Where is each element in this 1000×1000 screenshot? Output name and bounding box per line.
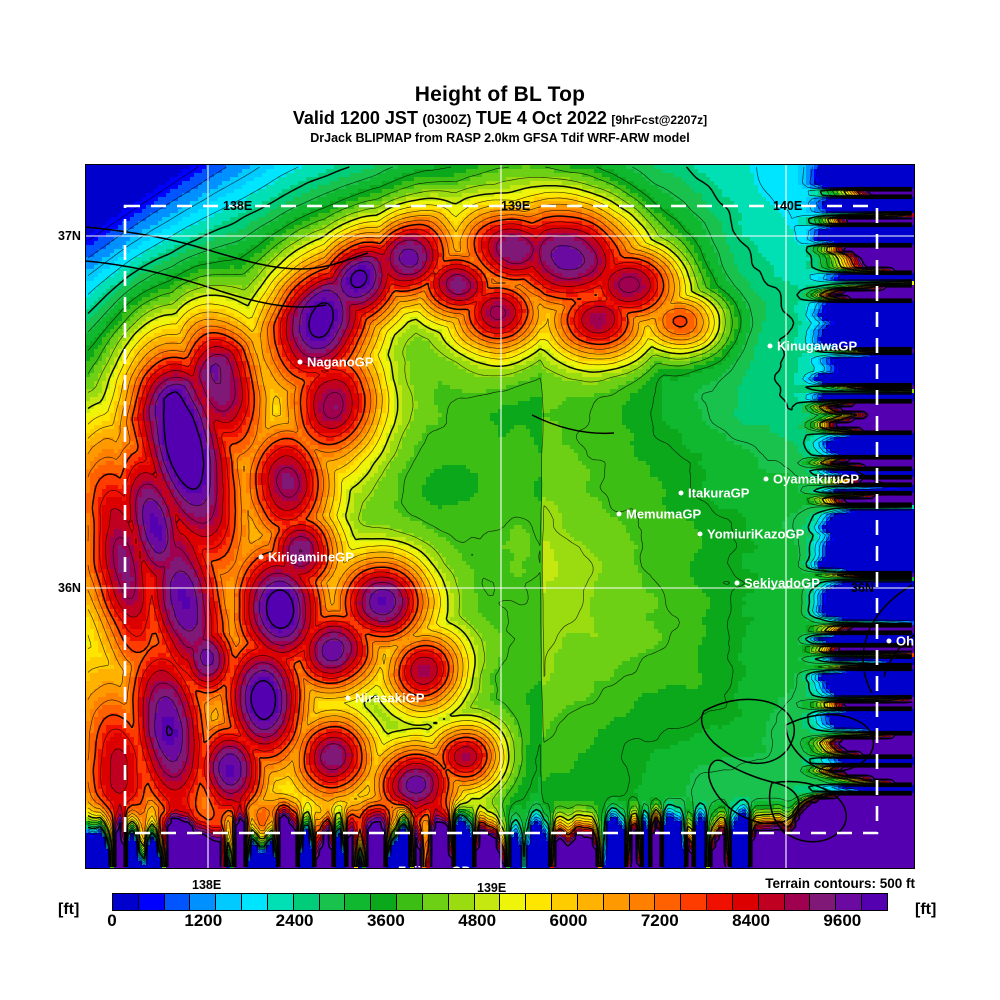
- colorbar-tick-label: 3600: [367, 911, 405, 931]
- colorbar-segment: [216, 894, 242, 910]
- colorbar-unit-left: [ft]: [58, 901, 79, 919]
- colorbar-segment: [526, 894, 552, 910]
- colorbar-segment: [810, 894, 836, 910]
- colorbar-segment: [242, 894, 268, 910]
- lat-label-36n-right: 36N: [851, 581, 874, 595]
- colorbar-segment: [500, 894, 526, 910]
- map-canvas[interactable]: 138E 139E 140E NaganoGP KinugawaGP Oyamaki…: [85, 164, 915, 869]
- station-dot-icon: [389, 869, 394, 870]
- colorbar-segment: [139, 894, 165, 910]
- colorbar-segment: [449, 894, 475, 910]
- page-title: Height of BL Top: [0, 84, 1000, 106]
- colorbar-tick-label: 0: [107, 911, 116, 931]
- colorbar-segment: [759, 894, 785, 910]
- colorbar-segment: [578, 894, 604, 910]
- colorbar-segment: [345, 894, 371, 910]
- colorbar-tick-label: 8400: [732, 911, 770, 931]
- colorbar-tick-label: 4800: [458, 911, 496, 931]
- model-source: DrJack BLIPMAP from RASP 2.0km GFSA Tdif…: [0, 131, 1000, 145]
- lon-label-140e-top: 140E: [773, 199, 802, 213]
- colorbar-segment: [190, 894, 216, 910]
- colorbar-segment: [785, 894, 811, 910]
- colorbar-tick-label: 1200: [184, 911, 222, 931]
- colorbar-segment: [268, 894, 294, 910]
- colorbar-segment: [707, 894, 733, 910]
- lon-label-138e-top: 138E: [223, 199, 252, 213]
- colorbar-segment: [836, 894, 862, 910]
- lat-label-37n-left: 37N: [58, 229, 81, 243]
- colorbar-segment: [655, 894, 681, 910]
- lon-label-138e-bottom: 138E: [192, 878, 221, 892]
- colorbar-segment: [294, 894, 320, 910]
- bl-top-heatmap: [86, 165, 914, 868]
- colorbar-unit-right: [ft]: [915, 901, 936, 919]
- valid-utc: (0300Z): [422, 111, 471, 127]
- colorbar-segment: [113, 894, 139, 910]
- colorbar-segment: [552, 894, 578, 910]
- lat-label-36n-left: 36N: [58, 581, 81, 595]
- colorbar[interactable]: [112, 893, 888, 911]
- colorbar-segment: [371, 894, 397, 910]
- colorbar-tick-label: 9600: [823, 911, 861, 931]
- colorbar-segment: [423, 894, 449, 910]
- colorbar-tick-label: 7200: [641, 911, 679, 931]
- colorbar-segment: [630, 894, 656, 910]
- terrain-contour-note: Terrain contours: 500 ft: [765, 876, 915, 891]
- colorbar-segment: [604, 894, 630, 910]
- colorbar-segment: [397, 894, 423, 910]
- colorbar-tick-label: 2400: [276, 911, 314, 931]
- valid-time-line: Valid 1200 JST (0300Z) TUE 4 Oct 2022 [9…: [0, 108, 1000, 130]
- colorbar-segment: [320, 894, 346, 910]
- valid-date: TUE 4 Oct 2022: [476, 108, 607, 128]
- lon-label-139e-top: 139E: [501, 199, 530, 213]
- colorbar-ticks: 0 1200 2400 3600 4800 6000 7200 8400 9600: [112, 911, 888, 935]
- colorbar-segment: [165, 894, 191, 910]
- valid-prefix: Valid 1200 JST: [293, 108, 418, 128]
- colorbar-tick-label: 6000: [550, 911, 588, 931]
- colorbar-segment: [475, 894, 501, 910]
- colorbar-segment: [733, 894, 759, 910]
- colorbar-segment: [862, 894, 887, 910]
- title-block: Height of BL Top Valid 1200 JST (0300Z) …: [0, 84, 1000, 145]
- colorbar-segment: [681, 894, 707, 910]
- forecast-tag: [9hrFcst@2207z]: [611, 113, 707, 127]
